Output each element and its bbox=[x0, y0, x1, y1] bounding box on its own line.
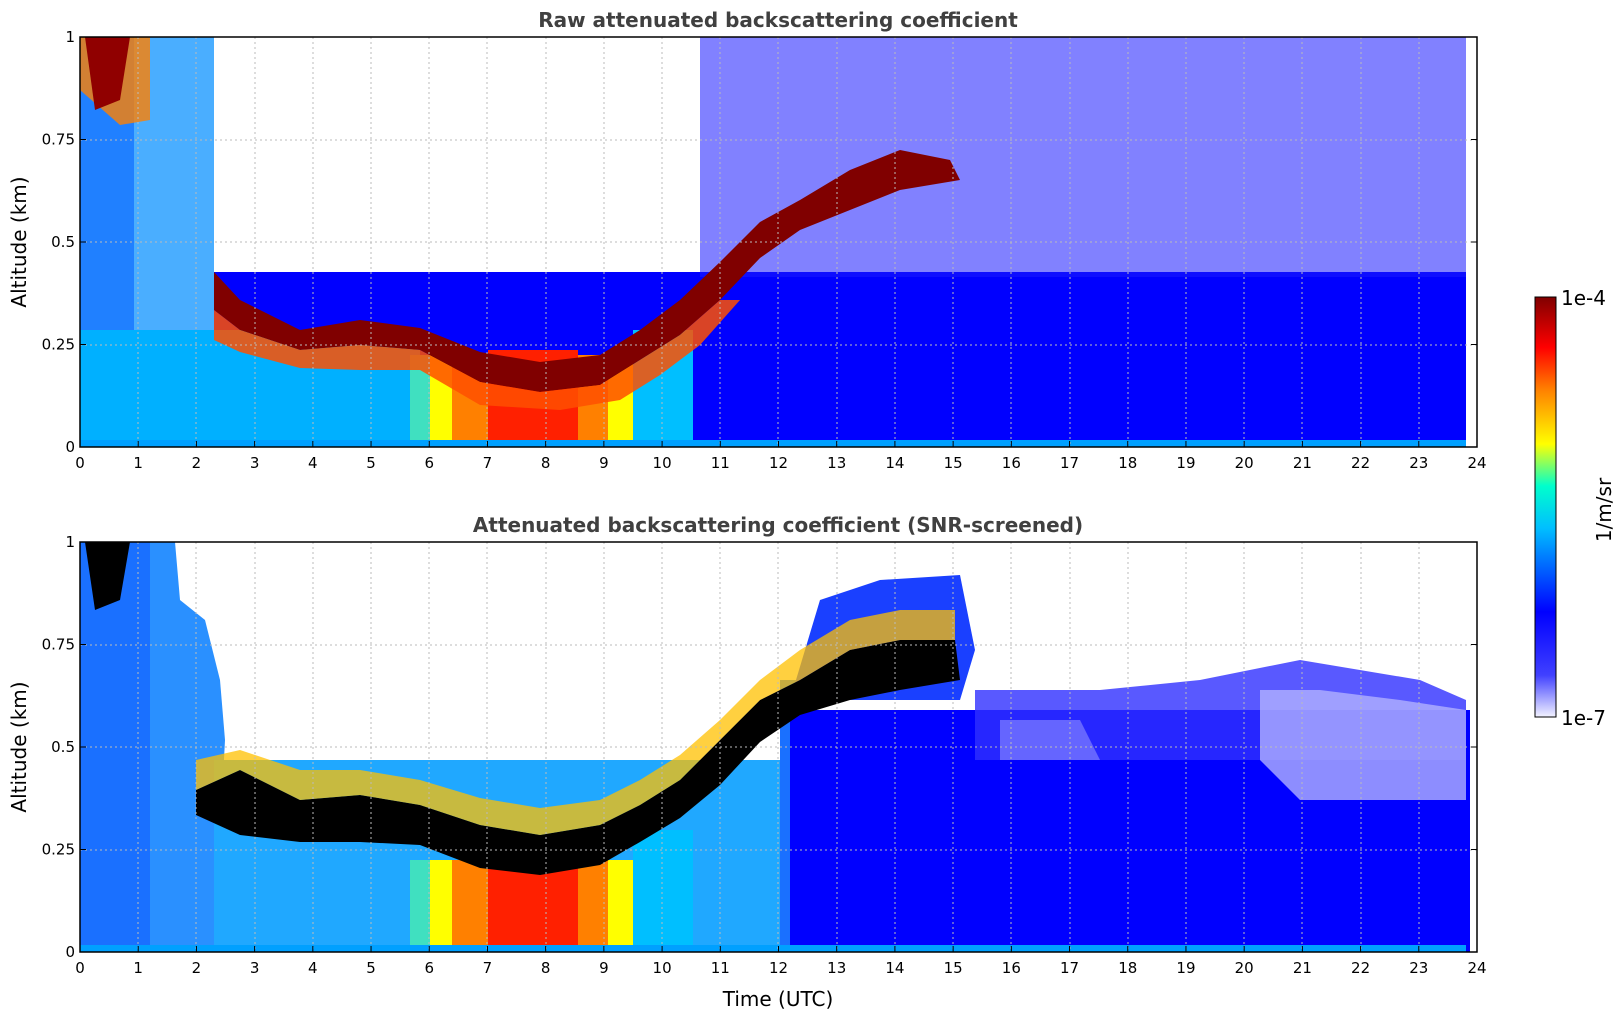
x-tick-label: 3 bbox=[250, 959, 260, 977]
x-tick-label: 13 bbox=[827, 959, 846, 977]
x-tick-label: 18 bbox=[1118, 959, 1137, 977]
panel-raw-yticks: 0 0.25 0.5 0.75 1 bbox=[42, 28, 1477, 456]
x-tick-label: 12 bbox=[769, 454, 788, 472]
x-tick-label: 4 bbox=[308, 959, 318, 977]
x-tick-label: 1 bbox=[133, 454, 143, 472]
panel-raw-heatmap bbox=[80, 37, 1477, 447]
panel-screened-xlabel: Time (UTC) bbox=[722, 987, 834, 1011]
x-tick-label: 13 bbox=[827, 454, 846, 472]
y-tick-label: 0.5 bbox=[51, 233, 75, 251]
x-tick-label: 6 bbox=[424, 454, 434, 472]
panel-raw-ylabel: Altitude (km) bbox=[7, 176, 31, 307]
panel-raw: Raw attenuated backscattering coefficien… bbox=[7, 8, 1487, 472]
colorbar: 1e-4 1e-7 1/m/sr bbox=[1534, 286, 1616, 730]
x-tick-label: 5 bbox=[366, 959, 376, 977]
x-tick-label: 4 bbox=[308, 454, 318, 472]
x-tick-label: 3 bbox=[250, 454, 260, 472]
panel-raw-xticks: 0 1 2 3 4 5 6 7 8 9 10 11 12 13 14 15 16 17 18 19 20 21 22 23 24 bbox=[75, 441, 1487, 472]
x-tick-label: 5 bbox=[366, 454, 376, 472]
panel-screened-xticks: 0 1 2 3 4 5 6 7 8 9 10 11 12 13 14 15 16 17 18 19 20 21 22 23 24 bbox=[75, 946, 1487, 977]
y-tick-label: 0.75 bbox=[42, 131, 75, 149]
x-tick-label: 12 bbox=[769, 959, 788, 977]
x-tick-label: 7 bbox=[483, 959, 493, 977]
x-tick-label: 16 bbox=[1002, 454, 1021, 472]
x-tick-label: 9 bbox=[599, 959, 609, 977]
colorbar-min-label: 1e-7 bbox=[1561, 706, 1606, 730]
x-tick-label: 15 bbox=[944, 454, 963, 472]
x-tick-label: 17 bbox=[1060, 959, 1079, 977]
y-tick-label: 0.75 bbox=[42, 636, 75, 654]
x-tick-label: 16 bbox=[1002, 959, 1021, 977]
x-tick-label: 1 bbox=[133, 959, 143, 977]
x-tick-label: 20 bbox=[1235, 454, 1254, 472]
x-tick-label: 0 bbox=[75, 959, 85, 977]
x-tick-label: 14 bbox=[885, 959, 904, 977]
x-tick-label: 14 bbox=[885, 454, 904, 472]
panel-raw-title: Raw attenuated backscattering coefficien… bbox=[538, 8, 1018, 32]
y-tick-label: 0 bbox=[65, 943, 75, 961]
x-tick-label: 18 bbox=[1118, 454, 1137, 472]
x-tick-label: 10 bbox=[653, 454, 672, 472]
x-tick-label: 6 bbox=[424, 959, 434, 977]
y-tick-label: 0.25 bbox=[42, 841, 75, 859]
panel-screened: Attenuated backscattering coefficient (S… bbox=[7, 513, 1487, 1011]
x-tick-label: 19 bbox=[1176, 959, 1195, 977]
x-tick-label: 23 bbox=[1409, 454, 1428, 472]
x-tick-label: 8 bbox=[541, 959, 551, 977]
y-tick-label: 0 bbox=[65, 438, 75, 456]
x-tick-label: 24 bbox=[1467, 454, 1486, 472]
panel-screened-grid bbox=[80, 542, 1477, 952]
y-tick-label: 0.25 bbox=[42, 336, 75, 354]
colorbar-gradient bbox=[1534, 296, 1557, 718]
x-tick-label: 24 bbox=[1467, 959, 1486, 977]
y-tick-label: 1 bbox=[65, 533, 75, 551]
x-tick-label: 0 bbox=[75, 454, 85, 472]
panel-screened-yticks: 0 0.25 0.5 0.75 1 bbox=[42, 533, 1477, 961]
x-tick-label: 8 bbox=[541, 454, 551, 472]
x-tick-label: 20 bbox=[1235, 959, 1254, 977]
x-tick-label: 21 bbox=[1293, 959, 1312, 977]
y-tick-label: 0.5 bbox=[51, 738, 75, 756]
colorbar-unit-label: 1/m/sr bbox=[1592, 477, 1616, 542]
x-tick-label: 9 bbox=[599, 454, 609, 472]
x-tick-label: 11 bbox=[711, 959, 730, 977]
x-tick-label: 2 bbox=[192, 959, 202, 977]
x-tick-label: 7 bbox=[483, 454, 493, 472]
x-tick-label: 19 bbox=[1176, 454, 1195, 472]
x-tick-label: 23 bbox=[1409, 959, 1428, 977]
panel-raw-grid bbox=[80, 37, 1477, 447]
x-tick-label: 22 bbox=[1351, 454, 1370, 472]
x-tick-label: 15 bbox=[944, 959, 963, 977]
x-tick-label: 2 bbox=[192, 454, 202, 472]
panel-screened-title: Attenuated backscattering coefficient (S… bbox=[473, 513, 1083, 537]
y-tick-label: 1 bbox=[65, 28, 75, 46]
x-tick-label: 21 bbox=[1293, 454, 1312, 472]
colorbar-max-label: 1e-4 bbox=[1561, 286, 1606, 310]
x-tick-label: 17 bbox=[1060, 454, 1079, 472]
x-tick-label: 10 bbox=[653, 959, 672, 977]
panel-screened-ylabel: Altitude (km) bbox=[7, 681, 31, 812]
x-tick-label: 11 bbox=[711, 454, 730, 472]
x-tick-label: 22 bbox=[1351, 959, 1370, 977]
